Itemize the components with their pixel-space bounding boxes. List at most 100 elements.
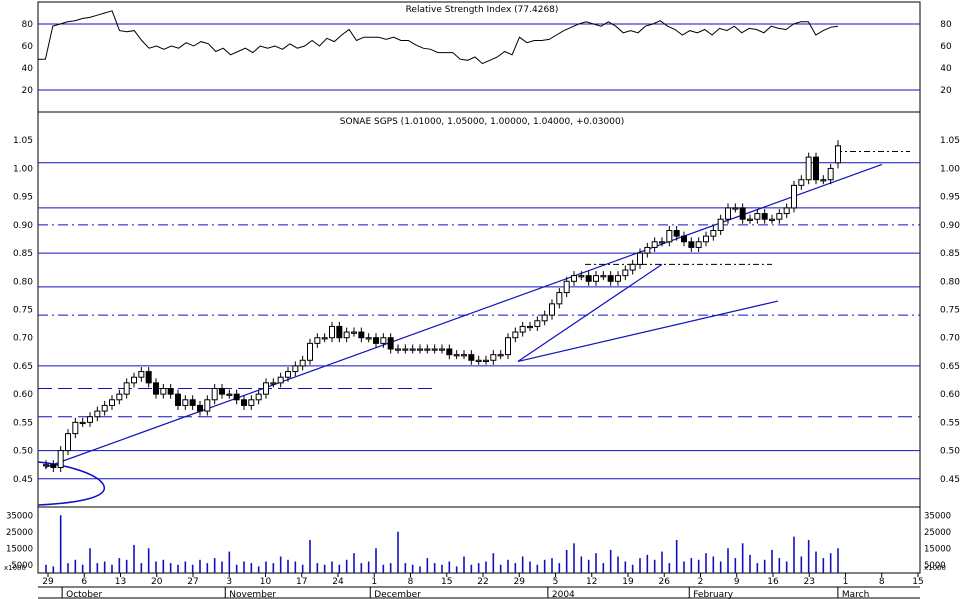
price-tick-label-right: 1.00 bbox=[940, 164, 960, 174]
rsi-tick-label-right: 40 bbox=[940, 64, 952, 74]
month-label: October bbox=[66, 590, 102, 599]
date-tick-label: 20 bbox=[151, 577, 163, 587]
price-panel bbox=[37, 111, 921, 508]
candle-body bbox=[72, 421, 79, 435]
candle-body bbox=[233, 393, 240, 401]
candle-body bbox=[204, 399, 211, 412]
candle-body bbox=[739, 207, 746, 220]
volume-tick-label-right: 5000 bbox=[924, 561, 946, 571]
price-tick-label-left: 0.95 bbox=[13, 193, 33, 203]
candle-body bbox=[153, 382, 159, 395]
candle-body bbox=[483, 359, 489, 362]
rsi-tick-label-left: 80 bbox=[22, 20, 34, 30]
date-tick-label: 9 bbox=[734, 577, 740, 587]
candle-body bbox=[145, 371, 152, 384]
candle-body bbox=[461, 354, 467, 357]
candle-body bbox=[299, 359, 306, 367]
candle-body bbox=[116, 393, 123, 401]
candle-body bbox=[123, 382, 130, 395]
price-tick-label-left: 0.60 bbox=[13, 390, 33, 400]
candle-body bbox=[791, 184, 797, 209]
price-tick-label-left: 0.65 bbox=[13, 362, 33, 372]
candle-body bbox=[688, 241, 695, 248]
candle-body bbox=[219, 388, 225, 395]
trendline-mid bbox=[517, 300, 779, 362]
date-tick-label: 19 bbox=[622, 577, 634, 587]
candle-body bbox=[534, 320, 541, 327]
price-tick-label-right: 0.85 bbox=[940, 249, 960, 259]
candle-body bbox=[703, 235, 709, 243]
candle-body bbox=[43, 464, 49, 467]
candle-body bbox=[57, 450, 64, 469]
candle-body bbox=[578, 275, 585, 278]
candle-body bbox=[79, 421, 86, 425]
candle-body bbox=[292, 365, 299, 373]
candle-body bbox=[710, 230, 717, 237]
candle-body bbox=[226, 393, 233, 396]
candle-body bbox=[167, 388, 174, 395]
candle-body bbox=[175, 393, 181, 406]
candle-body bbox=[519, 325, 526, 333]
price-tick-label-right: 0.95 bbox=[940, 193, 960, 203]
date-tick-label: 15 bbox=[441, 577, 452, 587]
date-tick-label: 3 bbox=[226, 577, 232, 587]
price-tick-label-left: 0.85 bbox=[13, 249, 33, 259]
price-tick-label-right: 0.65 bbox=[940, 362, 960, 372]
price-tick-label-left: 0.75 bbox=[13, 306, 33, 316]
candle-body bbox=[138, 371, 145, 378]
trendline-steep bbox=[517, 263, 663, 362]
candle-body bbox=[666, 230, 673, 243]
rsi-tick-label-left: 60 bbox=[22, 42, 34, 52]
price-tick-label-right: 0.75 bbox=[940, 306, 960, 316]
candle-body bbox=[607, 275, 614, 282]
candle-body bbox=[637, 252, 643, 265]
date-tick-label: 23 bbox=[804, 577, 815, 587]
candle-body bbox=[248, 399, 255, 406]
price-title: SONAE SGPS (1.01000, 1.05000, 1.00000, 1… bbox=[340, 117, 624, 127]
candle-body bbox=[373, 337, 379, 344]
candle-body bbox=[651, 241, 658, 248]
date-tick-label: 29 bbox=[42, 577, 54, 587]
rsi-tick-label-left: 20 bbox=[22, 86, 34, 96]
candle-body bbox=[263, 382, 269, 395]
price-tick-label-left: 0.45 bbox=[13, 475, 33, 485]
candle-body bbox=[351, 331, 357, 334]
candle-body bbox=[358, 331, 365, 339]
date-tick-label: 1 bbox=[371, 577, 377, 587]
date-tick-label: 8 bbox=[408, 577, 414, 587]
candle-body bbox=[307, 342, 313, 361]
candle-body bbox=[695, 241, 702, 248]
candle-body bbox=[277, 376, 284, 384]
candle-body bbox=[417, 348, 423, 351]
candle-body bbox=[431, 348, 438, 351]
candle-body bbox=[94, 410, 101, 418]
candle-body bbox=[453, 354, 460, 357]
date-tick-label: 15 bbox=[912, 577, 923, 587]
volume-tick-label-right: 25000 bbox=[924, 528, 951, 538]
candle-body bbox=[109, 399, 115, 406]
volume-tick-label-right: 35000 bbox=[924, 511, 951, 521]
candle-body bbox=[673, 230, 680, 237]
date-tick-label: 6 bbox=[81, 577, 87, 587]
candle-body bbox=[585, 275, 592, 282]
candle-body bbox=[527, 325, 533, 329]
rsi-tick-label-left: 40 bbox=[22, 64, 34, 74]
price-tick-label-left: 0.50 bbox=[13, 447, 33, 457]
volume-tick-label-left: 25000 bbox=[6, 528, 33, 538]
date-tick-label: 13 bbox=[115, 577, 126, 587]
candle-body bbox=[270, 382, 277, 385]
date-tick-label: 27 bbox=[187, 577, 198, 587]
candle-body bbox=[343, 331, 350, 339]
candle-body bbox=[189, 399, 196, 406]
candle-body bbox=[101, 404, 108, 412]
price-tick-label-left: 1.00 bbox=[13, 164, 33, 174]
candle-body bbox=[747, 218, 753, 221]
volume-unit-label-right: x1000 bbox=[924, 564, 946, 572]
candle-body bbox=[505, 337, 511, 356]
month-label: 2004 bbox=[552, 590, 575, 599]
price-tick-label-right: 0.80 bbox=[940, 277, 960, 287]
candle-body bbox=[571, 275, 577, 282]
candle-body bbox=[395, 348, 401, 351]
candle-body bbox=[629, 263, 636, 271]
